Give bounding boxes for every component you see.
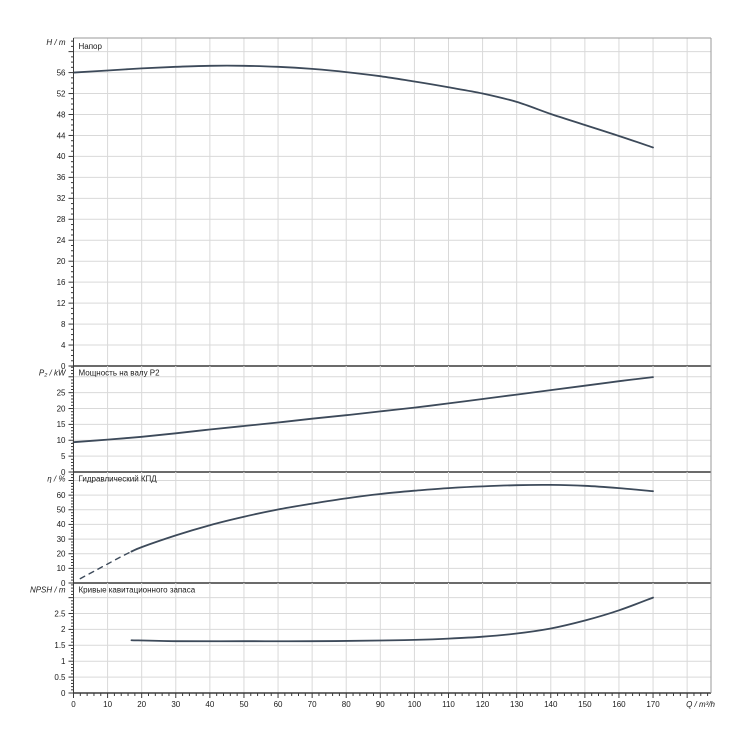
- y-tick-label: 1.5: [54, 641, 66, 650]
- y-tick-label: 40: [57, 152, 66, 161]
- x-tick-label: 80: [342, 700, 351, 709]
- y-tick-label: 15: [57, 420, 66, 429]
- y-tick-label: 25: [57, 388, 66, 397]
- chart-title-power: Мощность на валу P2: [79, 369, 161, 378]
- y-tick-label: 0: [61, 689, 66, 698]
- y-tick-label: 30: [57, 535, 66, 544]
- chart-title-efficiency: Гидравлический КПД: [79, 475, 158, 484]
- x-tick-label: 40: [205, 700, 214, 709]
- x-tick-label: 60: [274, 700, 283, 709]
- x-tick-label: 10: [103, 700, 112, 709]
- x-tick-label: 30: [171, 700, 180, 709]
- x-tick-label: 0: [71, 700, 76, 709]
- curve-npsh: [130, 596, 654, 643]
- y-tick-label: 4: [61, 341, 66, 350]
- x-tick-label: 130: [510, 700, 524, 709]
- y-tick-label: 40: [57, 520, 66, 529]
- y-tick-label: 12: [57, 299, 66, 308]
- y-tick-label: 20: [57, 257, 66, 266]
- y-tick-label: 0: [61, 579, 66, 588]
- x-tick-label: 160: [612, 700, 626, 709]
- x-tick-label: 140: [544, 700, 558, 709]
- x-tick-label: 90: [376, 700, 385, 709]
- y-tick-label: 44: [57, 131, 66, 140]
- y-tick-label: 50: [57, 506, 66, 515]
- x-tick-label: 150: [578, 700, 592, 709]
- y-tick-label: 2.5: [54, 609, 66, 618]
- x-axis-unit: Q / m³/h: [686, 700, 715, 709]
- y-tick-label: 0: [61, 468, 66, 477]
- chart-title-head: Напор: [79, 42, 103, 51]
- y-tick-label: 52: [57, 89, 66, 98]
- y-tick-label: 20: [57, 550, 66, 559]
- x-tick-label: 120: [476, 700, 490, 709]
- curve-efficiency-dashed: [79, 550, 133, 580]
- x-tick-label: 70: [308, 700, 317, 709]
- y-axis-unit-npsh: NPSH / m: [30, 586, 66, 595]
- curve-efficiency: [130, 483, 654, 553]
- y-axis-unit-power: P₂ / kW: [39, 369, 67, 378]
- y-tick-label: 24: [57, 236, 66, 245]
- y-tick-label: 48: [57, 110, 66, 119]
- y-tick-label: 10: [57, 564, 66, 573]
- curve-power: [72, 376, 654, 444]
- y-axis-unit-head: H / m: [46, 38, 65, 47]
- y-tick-label: 10: [57, 436, 66, 445]
- y-tick-label: 36: [57, 173, 66, 182]
- y-tick-label: 20: [57, 404, 66, 413]
- y-tick-label: 2: [61, 625, 66, 634]
- y-tick-label: 1: [61, 657, 66, 666]
- x-tick-label: 110: [442, 700, 455, 709]
- x-tick-label: 20: [137, 700, 146, 709]
- y-tick-label: 5: [61, 452, 66, 461]
- x-tick-label: 100: [408, 700, 422, 709]
- x-tick-label: 170: [646, 700, 660, 709]
- y-tick-label: 60: [57, 491, 66, 500]
- x-tick-label: 50: [240, 700, 249, 709]
- y-tick-label: 32: [57, 194, 66, 203]
- chart-title-npsh: Кривые кавитационного запаса: [79, 586, 196, 595]
- y-tick-label: 16: [57, 278, 66, 287]
- y-tick-label: 0.5: [54, 673, 66, 682]
- y-tick-label: 56: [57, 68, 66, 77]
- y-tick-label: 28: [57, 215, 66, 224]
- y-tick-label: 8: [61, 320, 66, 329]
- y-axis-unit-efficiency: η / %: [47, 475, 65, 484]
- y-tick-label: 0: [61, 362, 66, 371]
- curve-head: [72, 64, 654, 149]
